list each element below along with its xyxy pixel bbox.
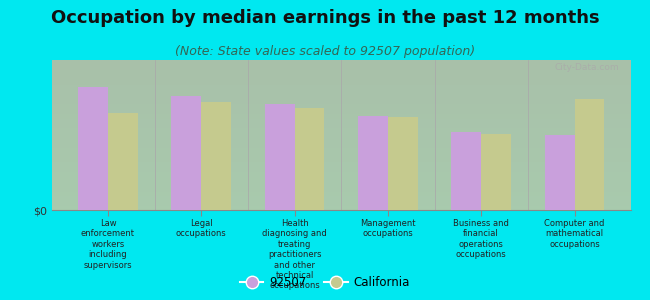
Text: Occupation by median earnings in the past 12 months: Occupation by median earnings in the pas… <box>51 9 599 27</box>
Bar <box>388 117 418 210</box>
Text: Law
enforcement
workers
including
supervisors: Law enforcement workers including superv… <box>81 219 135 270</box>
Bar <box>108 112 138 210</box>
Bar <box>78 87 108 210</box>
Text: Health
diagnosing and
treating
practitioners
and other
technical
occupations: Health diagnosing and treating practitio… <box>262 219 327 290</box>
Legend: 92507, California: 92507, California <box>237 273 413 291</box>
Bar <box>294 108 324 210</box>
Text: Legal
occupations: Legal occupations <box>176 219 227 239</box>
Text: Computer and
mathematical
occupations: Computer and mathematical occupations <box>544 219 604 249</box>
Text: City-Data.com: City-Data.com <box>554 63 619 72</box>
Bar <box>265 103 294 210</box>
Bar <box>545 135 575 210</box>
Bar <box>202 102 231 210</box>
Bar <box>481 134 511 210</box>
Text: (Note: State values scaled to 92507 population): (Note: State values scaled to 92507 popu… <box>175 45 475 58</box>
Bar <box>172 96 202 210</box>
Text: Business and
financial
operations
occupations: Business and financial operations occupa… <box>453 219 509 259</box>
Bar <box>358 116 388 210</box>
Bar <box>451 132 481 210</box>
Text: Management
occupations: Management occupations <box>360 219 415 239</box>
Bar <box>575 99 604 210</box>
